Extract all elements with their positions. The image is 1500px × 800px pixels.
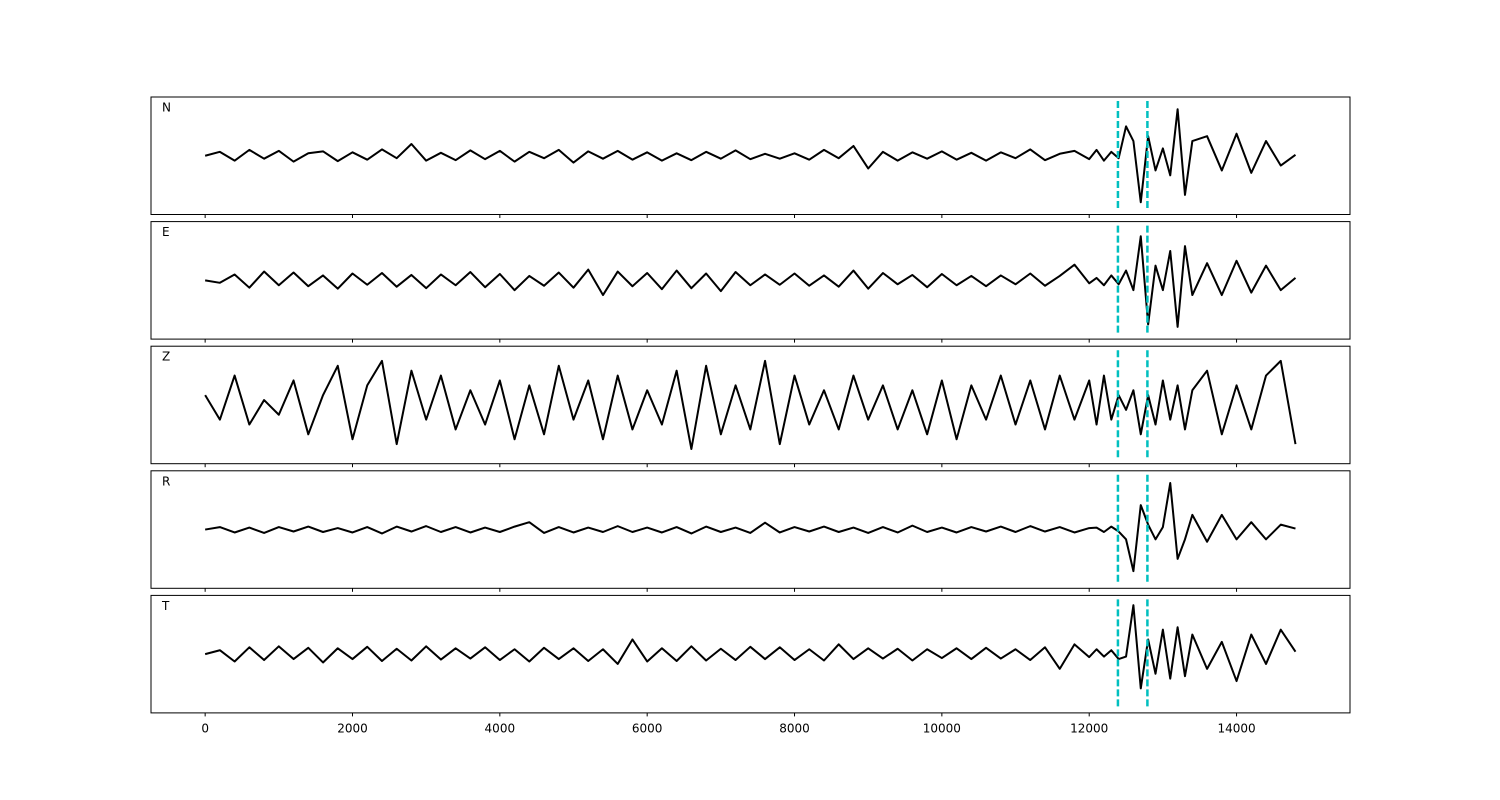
x-tick-label: 10000 [923, 721, 961, 735]
panel-label: Z [162, 350, 170, 364]
x-tick-label: 6000 [632, 721, 663, 735]
panel-label: T [161, 599, 170, 613]
x-tick-label: 12000 [1070, 721, 1108, 735]
waveform [204, 235, 1297, 328]
x-tick-label: 2000 [337, 721, 368, 735]
panel-frame [150, 470, 1351, 589]
panel-label: E [162, 225, 170, 239]
panel-label: N [162, 101, 171, 115]
x-tick-label: 0 [201, 721, 209, 735]
waveform [204, 359, 1297, 451]
panel-frame [150, 221, 1351, 340]
panel-frame [150, 96, 1351, 215]
panel-frame [150, 345, 1351, 465]
waveform [204, 604, 1297, 690]
x-tick-label: 8000 [779, 721, 810, 735]
x-tick-label: 4000 [485, 721, 516, 735]
waveform [204, 108, 1297, 204]
panel-frame [150, 594, 1351, 714]
waveform [204, 482, 1296, 573]
x-tick-label: 14000 [1217, 721, 1255, 735]
panel-label: R [162, 474, 170, 488]
